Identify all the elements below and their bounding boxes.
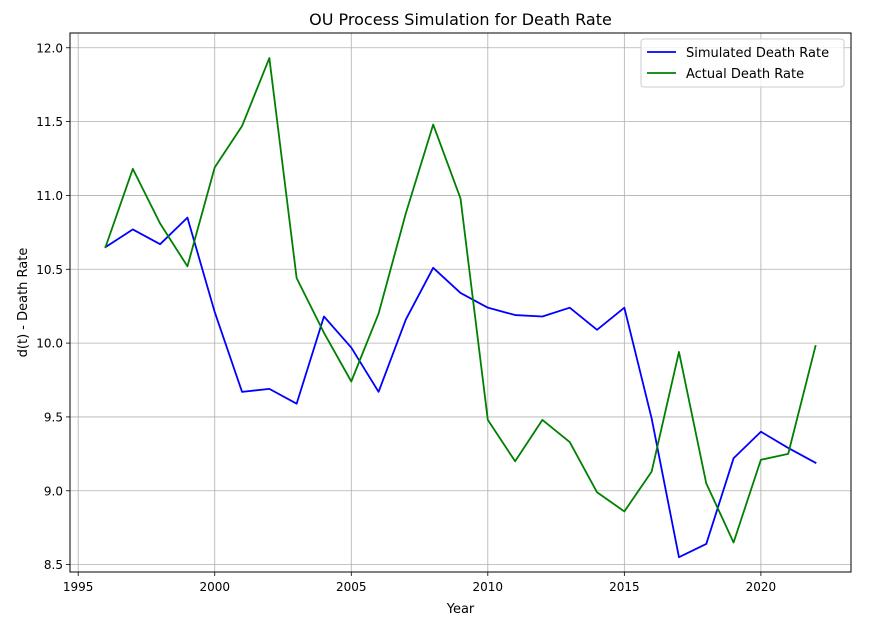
y-tick-label: 11.5 — [36, 115, 63, 129]
plot-frame — [69, 32, 852, 573]
x-tick-label: 2010 — [473, 580, 504, 594]
x-axis-ticks: 1995 2000 2005 2010 2015 2020 — [63, 572, 776, 594]
legend: Simulated Death Rate Actual Death Rate — [640, 38, 845, 88]
x-tick-label: 2000 — [199, 580, 230, 594]
x-axis-label: Year — [446, 602, 475, 617]
y-tick-label: 10.0 — [36, 337, 63, 351]
y-tick-label: 9.0 — [44, 484, 63, 498]
series-lines — [104, 57, 817, 559]
series-line-simulated — [104, 216, 817, 559]
chart-title: OU Process Simulation for Death Rate — [309, 10, 612, 29]
y-tick-label: 10.5 — [36, 263, 63, 277]
x-gridlines — [77, 33, 762, 572]
x-tick-label: 2005 — [336, 580, 367, 594]
legend-label-simulated: Simulated Death Rate — [686, 46, 829, 61]
x-tick-label: 2015 — [609, 580, 640, 594]
y-axis-ticks: 8.5 9.0 9.5 10.0 10.5 11.0 11.5 12.0 — [36, 41, 70, 572]
series-line-actual — [104, 57, 817, 544]
y-tick-label: 12.0 — [36, 41, 63, 55]
legend-box — [640, 38, 845, 88]
y-tick-label: 8.5 — [44, 558, 63, 572]
y-tick-label: 11.0 — [36, 189, 63, 203]
x-tick-label: 2020 — [746, 580, 777, 594]
y-gridlines — [70, 47, 851, 566]
legend-label-actual: Actual Death Rate — [686, 67, 804, 82]
x-tick-label: 1995 — [63, 580, 94, 594]
y-tick-label: 9.5 — [44, 410, 63, 424]
y-axis-label: d(t) - Death Rate — [16, 248, 31, 358]
plot-area — [70, 33, 851, 572]
